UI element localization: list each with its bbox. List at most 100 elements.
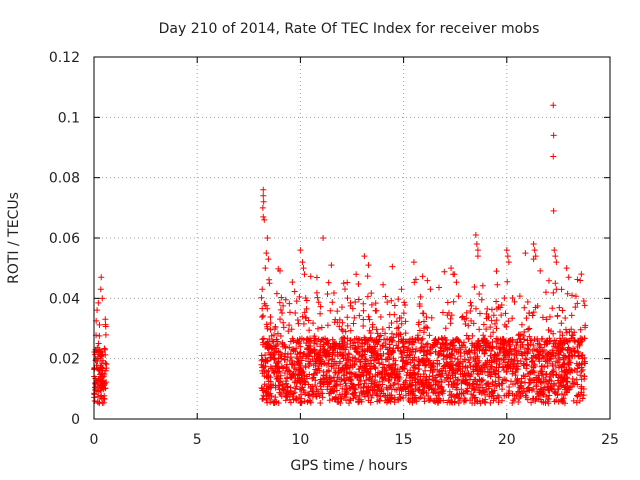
data-point	[400, 344, 407, 351]
data-point	[478, 378, 485, 385]
data-point	[283, 364, 290, 371]
data-point	[510, 364, 517, 371]
data-point	[537, 348, 544, 355]
data-point	[301, 389, 308, 396]
data-point	[336, 323, 343, 330]
data-point	[492, 320, 499, 327]
data-point	[525, 384, 532, 391]
data-point	[286, 344, 293, 351]
data-point	[263, 321, 270, 328]
data-point	[343, 389, 350, 396]
data-point	[368, 378, 375, 385]
data-point	[469, 394, 476, 401]
data-point	[291, 379, 298, 386]
data-point	[259, 305, 266, 312]
data-point	[451, 346, 458, 353]
data-point	[454, 356, 461, 363]
data-point	[524, 345, 531, 352]
data-point	[492, 378, 499, 385]
data-point	[358, 337, 365, 344]
data-point	[498, 301, 505, 308]
data-point	[453, 335, 460, 342]
data-point	[96, 321, 103, 328]
data-point	[98, 274, 105, 281]
data-point	[500, 346, 507, 353]
data-point	[269, 337, 276, 344]
data-point	[349, 305, 356, 312]
data-point	[102, 323, 109, 330]
data-point	[351, 360, 358, 367]
data-point	[405, 338, 412, 345]
data-point	[369, 391, 376, 398]
data-point	[501, 295, 508, 302]
x-tick-label: 25	[601, 432, 619, 448]
data-point	[559, 397, 566, 404]
data-point	[509, 315, 516, 322]
data-point	[554, 313, 561, 320]
data-point	[338, 336, 345, 343]
data-point	[483, 347, 490, 354]
data-point	[443, 354, 450, 361]
data-point	[462, 321, 469, 328]
data-point	[438, 335, 445, 342]
data-point	[553, 286, 560, 293]
data-point	[450, 298, 457, 305]
data-point	[435, 336, 442, 343]
data-point	[385, 378, 392, 385]
data-point	[260, 198, 267, 205]
x-tick-label: 5	[193, 432, 202, 448]
data-point	[279, 310, 286, 317]
data-point	[279, 381, 286, 388]
data-point	[343, 362, 350, 369]
data-point	[303, 297, 310, 304]
data-point	[274, 374, 281, 381]
data-point	[448, 312, 455, 319]
data-point	[465, 335, 472, 342]
data-point	[314, 294, 321, 301]
data-point	[422, 377, 429, 384]
data-point	[369, 324, 376, 331]
data-point	[503, 247, 510, 254]
data-point	[493, 305, 500, 312]
data-point	[506, 346, 513, 353]
data-point	[325, 360, 332, 367]
data-point	[550, 153, 557, 160]
data-point	[526, 333, 533, 340]
data-point	[313, 393, 320, 400]
data-point	[471, 284, 478, 291]
data-point	[341, 286, 348, 293]
data-point	[346, 400, 352, 407]
data-point	[395, 381, 402, 388]
data-point	[567, 359, 574, 366]
data-point	[472, 231, 479, 238]
data-point	[559, 377, 566, 384]
data-point	[496, 360, 503, 367]
data-point	[579, 355, 586, 362]
data-point	[488, 306, 495, 313]
data-point	[495, 364, 502, 371]
data-point	[574, 393, 581, 400]
data-point	[504, 278, 511, 285]
data-point	[574, 276, 581, 283]
data-point	[534, 376, 541, 383]
data-point	[301, 381, 308, 388]
data-point	[555, 350, 562, 357]
data-point	[574, 381, 581, 388]
data-point	[304, 399, 311, 406]
data-point	[297, 349, 304, 356]
data-point	[396, 314, 403, 321]
data-point	[529, 347, 536, 354]
data-point	[520, 385, 527, 392]
data-point	[366, 316, 373, 323]
data-point	[546, 378, 553, 385]
data-point	[309, 383, 316, 390]
data-point	[292, 348, 299, 355]
data-point	[315, 325, 322, 332]
data-point	[568, 352, 575, 359]
data-point	[377, 393, 384, 400]
data-point	[452, 394, 459, 401]
data-point	[393, 318, 400, 325]
data-point	[546, 313, 553, 320]
data-point	[500, 363, 507, 370]
data-point	[501, 321, 508, 328]
